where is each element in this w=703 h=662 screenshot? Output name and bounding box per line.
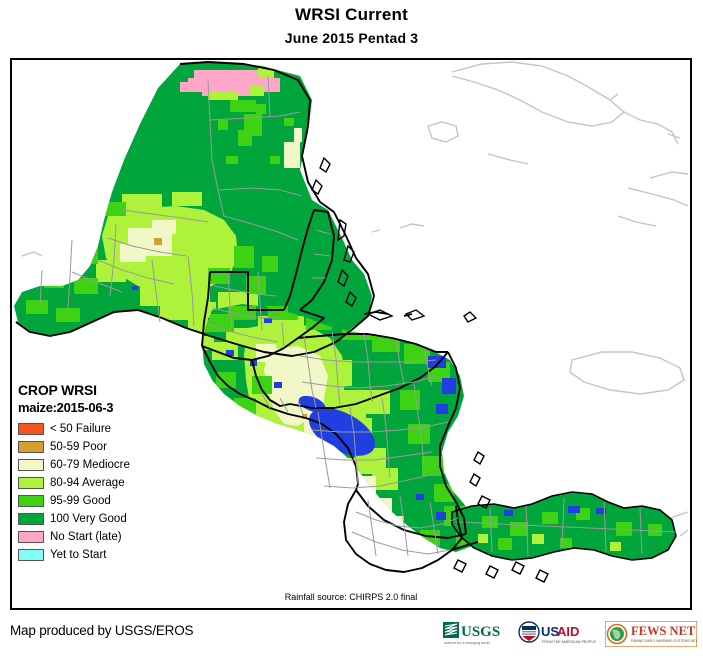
admin-borders [39,75,459,557]
map-panel[interactable]: Rainfall source: CHIRPS 2.0 final CROP W… [10,58,692,610]
agency-logos: USGS science for a changing world US AID… [443,621,697,647]
legend-item-failure: < 50 Failure [18,420,178,438]
usaid-logo[interactable]: US AID FROM THE AMERICAN PEOPLE [518,621,598,647]
legend-swatch-good [18,495,44,507]
legend-label-failure: < 50 Failure [50,423,112,435]
svg-text:FROM THE AMERICAN PEOPLE: FROM THE AMERICAN PEOPLE [542,640,596,644]
svg-text:US: US [541,624,559,639]
svg-text:AID: AID [557,624,579,639]
inactive-coastlines [21,61,689,537]
legend-label-very-good: 100 Very Good [50,513,127,525]
legend-item-yet-to-start: Yet to Start [18,546,178,564]
svg-text:USGS: USGS [461,624,500,640]
legend-label-good: 95-99 Good [50,495,111,507]
legend-label-yet-to-start: Yet to Start [50,549,107,561]
country-borders [15,61,479,573]
wrsi-raster-panama [451,491,677,561]
legend-title: CROP WRSI [18,382,97,398]
legend-item-mediocre: 60-79 Mediocre [18,456,178,474]
map-legend: CROP WRSI maize:2015-06-3 < 50 Failure 5… [18,382,178,564]
legend-swatch-failure [18,423,44,435]
legend-swatch-very-good [18,513,44,525]
legend-item-no-start: No Start (late) [18,528,178,546]
map-credit: Map produced by USGS/EROS [10,623,194,638]
legend-swatch-mediocre [18,459,44,471]
legend-label-mediocre: 60-79 Mediocre [50,459,130,471]
legend-label-poor: 50-59 Poor [50,441,107,453]
title-block: WRSI Current June 2015 Pentad 3 [0,0,703,46]
fews-net-logo[interactable]: FEWS NET FAMINE EARLY WARNING SYSTEMS NE… [605,621,697,647]
offshore-islands [311,156,549,583]
usgs-logo[interactable]: USGS science for a changing world [443,621,511,647]
legend-item-good: 95-99 Good [18,492,178,510]
svg-text:FAMINE EARLY WARNING SYSTEMS N: FAMINE EARLY WARNING SYSTEMS NETWORK [631,639,697,643]
svg-text:science for a changing world: science for a changing world [444,641,490,645]
legend-subtitle: maize:2015-06-3 [18,400,114,415]
page-title: WRSI Current [295,5,408,24]
legend-item-very-good: 100 Very Good [18,510,178,528]
legend-label-no-start: No Start (late) [50,531,122,543]
page-subtitle: June 2015 Pentad 3 [284,30,419,46]
legend-label-average: 80-94 Average [50,477,125,489]
legend-swatch-no-start [18,531,44,543]
legend-swatch-yet-to-start [18,549,44,561]
legend-item-average: 80-94 Average [18,474,178,492]
svg-text:FEWS NET: FEWS NET [631,624,696,638]
rainfall-source-note: Rainfall source: CHIRPS 2.0 final [284,592,418,602]
wrsi-map-graphic [12,60,690,608]
legend-item-poor: 50-59 Poor [18,438,178,456]
legend-swatch-average [18,477,44,489]
legend-swatch-poor [18,441,44,453]
